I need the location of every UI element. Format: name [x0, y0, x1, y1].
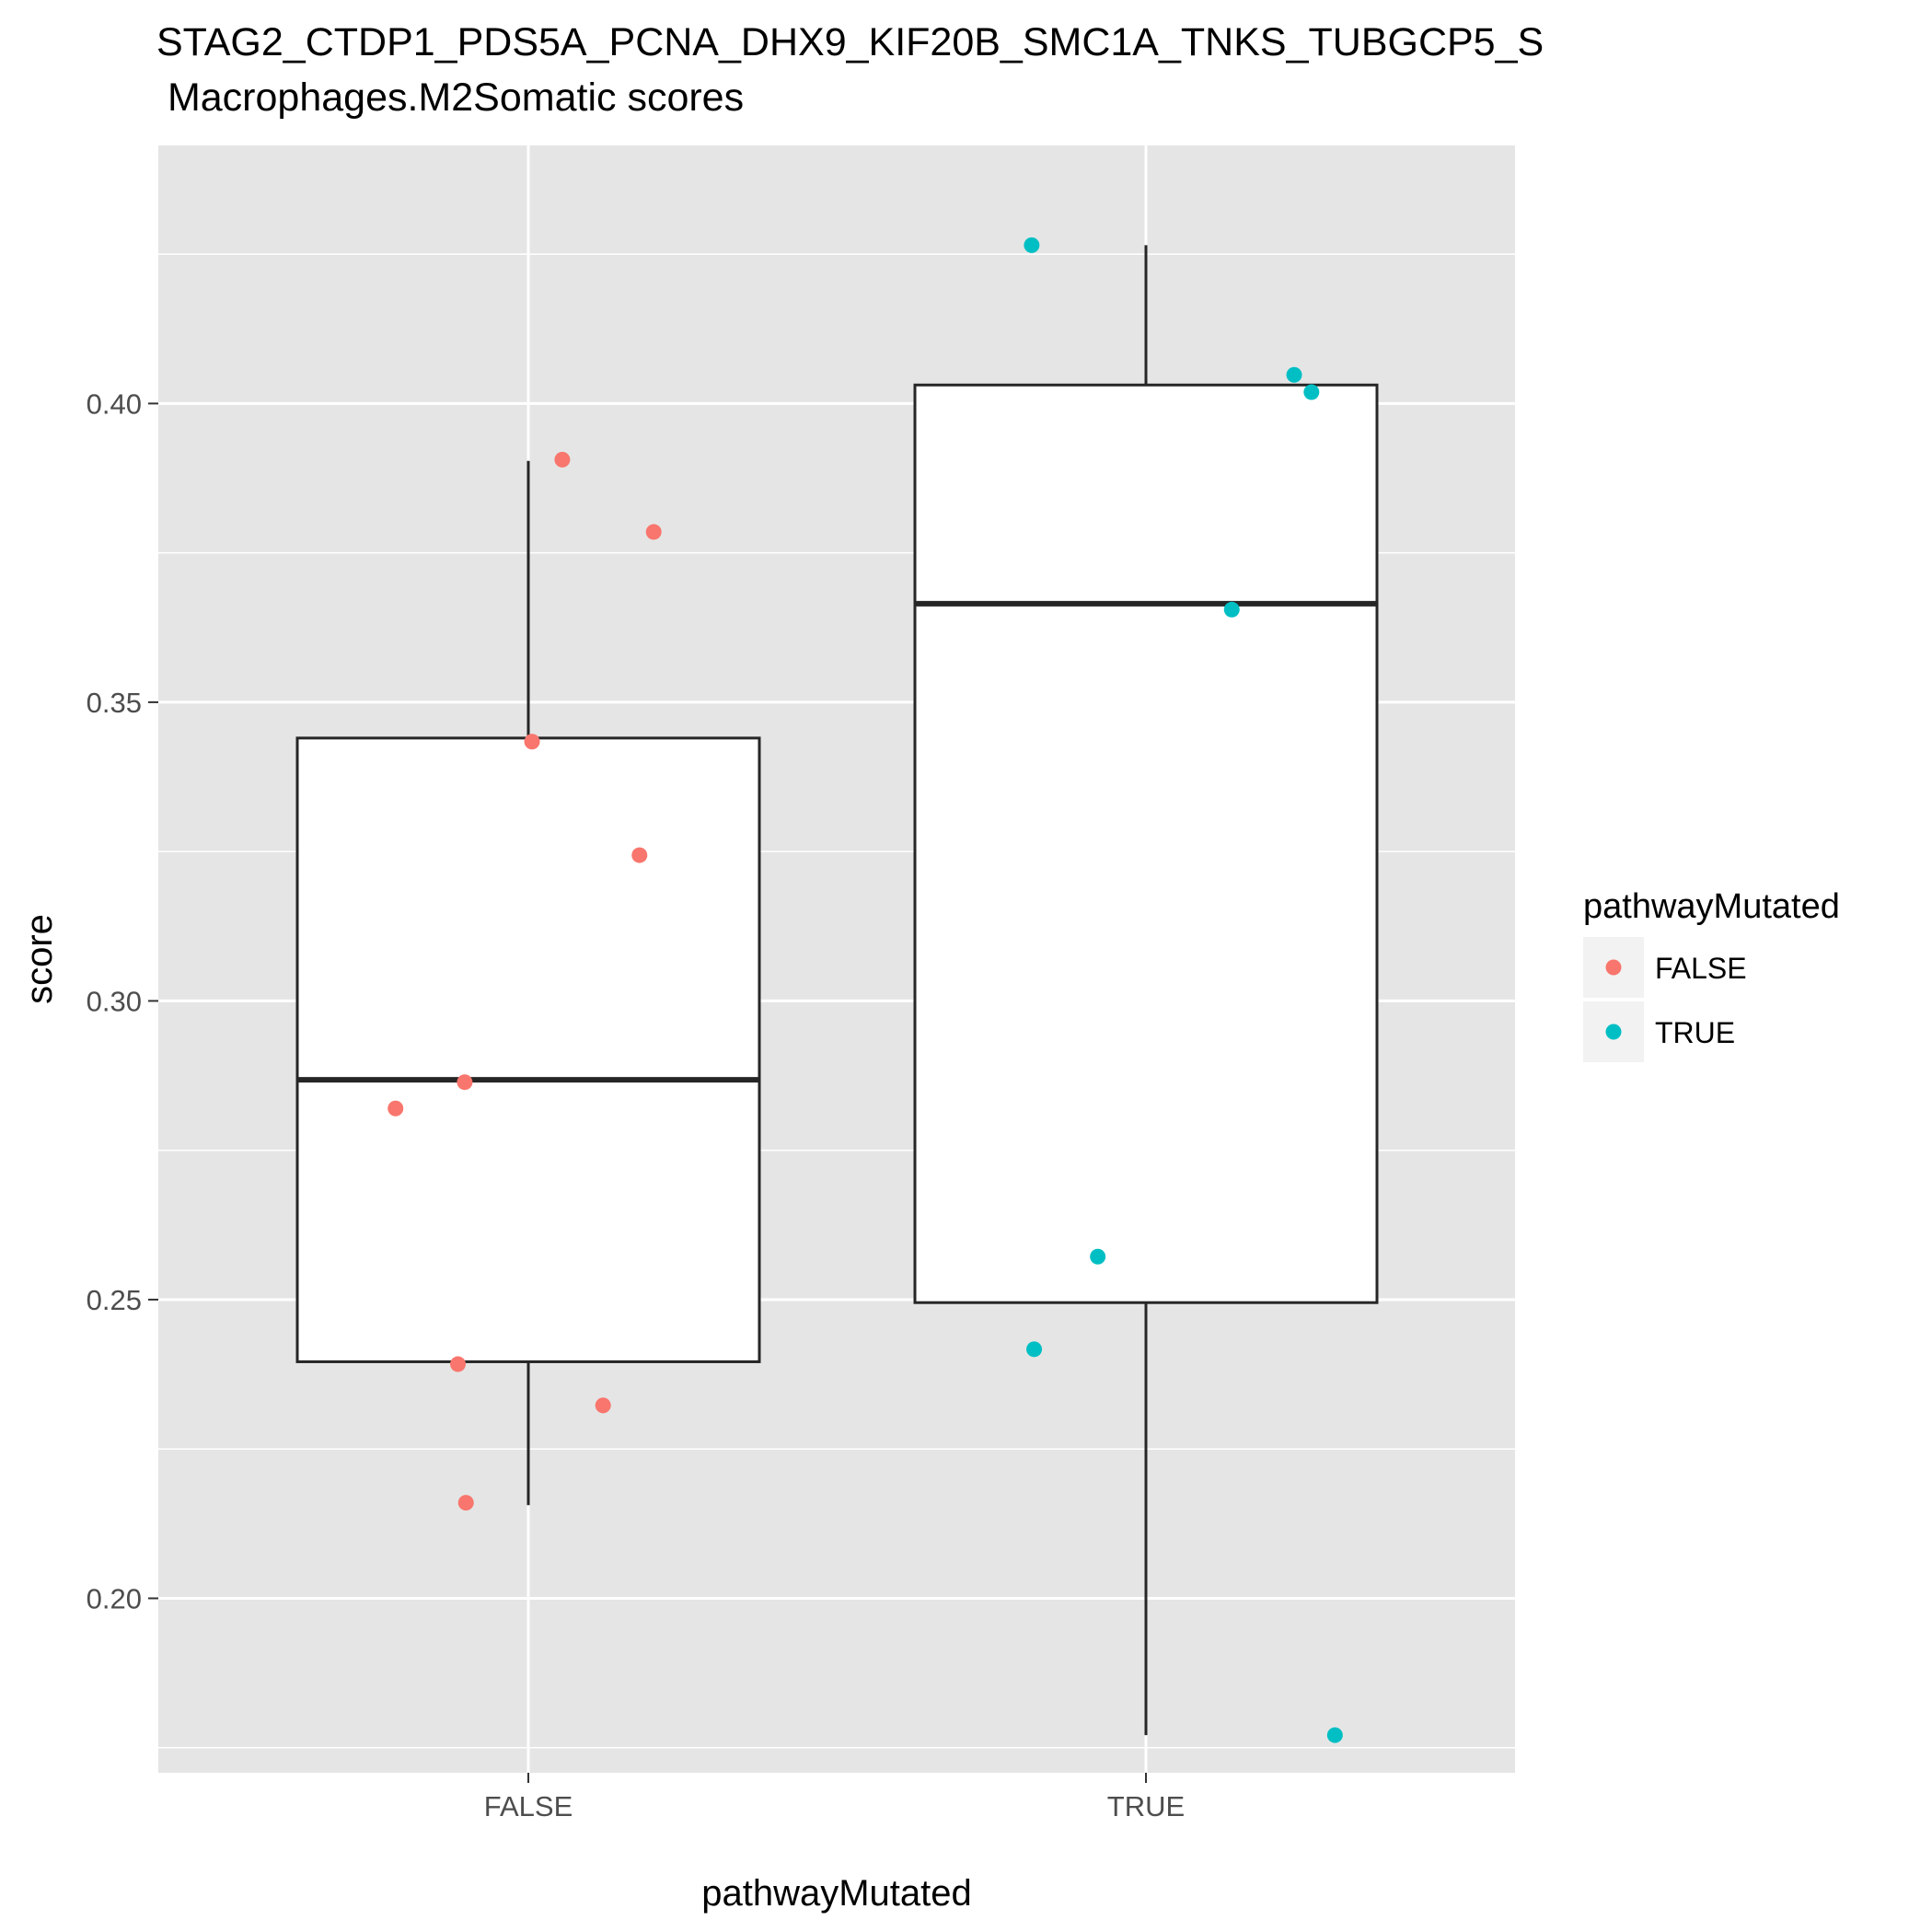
data-points [388, 237, 1343, 1743]
y-tick-label: 0.30 [87, 985, 142, 1017]
chart-title: STAG2_CTDP1_PDS5A_PCNA_DHX9_KIF20B_SMC1A… [156, 20, 1544, 64]
data-point [388, 1100, 404, 1116]
box [295, 736, 761, 1363]
y-tick-label: 0.20 [87, 1582, 142, 1614]
data-point [450, 1356, 467, 1372]
data-point [1026, 1341, 1043, 1358]
legend-swatch [1605, 1024, 1622, 1040]
legend-item-false: FALSE [1583, 937, 1747, 998]
y-tick-label: 0.25 [87, 1284, 142, 1316]
data-point [1024, 237, 1040, 253]
title-group: STAG2_CTDP1_PDS5A_PCNA_DHX9_KIF20B_SMC1A… [156, 20, 1544, 120]
legend: pathwayMutated FALSE TRUE [1583, 887, 1840, 1062]
data-point [595, 1397, 611, 1414]
x-tick-label: FALSE [484, 1790, 573, 1822]
data-point [1090, 1248, 1106, 1265]
y-axis-label: score [19, 914, 60, 1004]
y-tick-label: 0.35 [87, 687, 142, 719]
data-point [457, 1074, 473, 1091]
boxplot-true [913, 245, 1379, 1736]
boxplots [295, 245, 1379, 1736]
data-point [554, 451, 571, 468]
data-point [1223, 601, 1240, 618]
x-tick-label: TRUE [1107, 1790, 1185, 1822]
data-point [457, 1495, 474, 1511]
legend-label: TRUE [1655, 1016, 1735, 1049]
legend-item-true: TRUE [1583, 1001, 1735, 1062]
box [913, 383, 1379, 1304]
data-point [524, 734, 540, 750]
legend-title: pathwayMutated [1583, 887, 1840, 926]
data-point [631, 847, 648, 863]
data-point [645, 524, 662, 540]
data-point [1286, 366, 1302, 383]
legend-swatch [1605, 959, 1622, 976]
data-point [1326, 1727, 1343, 1743]
x-axis: FALSE TRUE [484, 1773, 1185, 1822]
y-tick-label: 0.40 [87, 388, 142, 420]
x-axis-label: pathwayMutated [701, 1873, 972, 1914]
y-axis: 0.20 0.25 0.30 0.35 0.40 [87, 388, 158, 1614]
legend-label: FALSE [1655, 952, 1747, 985]
data-point [1303, 384, 1320, 400]
chart-subtitle: Macrophages.M2Somatic scores [156, 75, 744, 120]
